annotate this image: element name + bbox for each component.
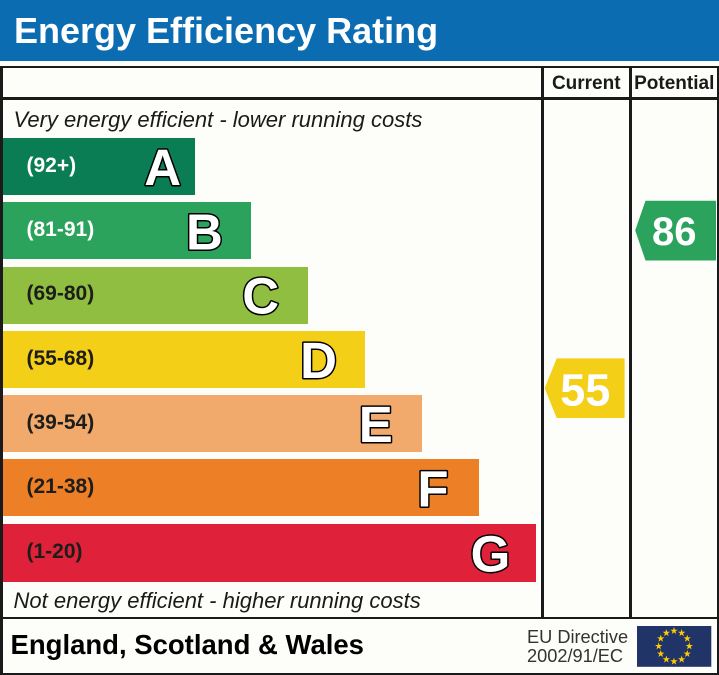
svg-text:F: F bbox=[417, 460, 448, 517]
svg-text:B: B bbox=[186, 203, 223, 260]
svg-text:G: G bbox=[471, 526, 511, 583]
svg-text:55: 55 bbox=[560, 365, 610, 416]
svg-text:D: D bbox=[300, 332, 337, 389]
svg-text:C: C bbox=[242, 268, 279, 325]
svg-text:86: 86 bbox=[652, 210, 697, 254]
svg-text:E: E bbox=[359, 396, 393, 453]
svg-text:A: A bbox=[144, 139, 181, 196]
